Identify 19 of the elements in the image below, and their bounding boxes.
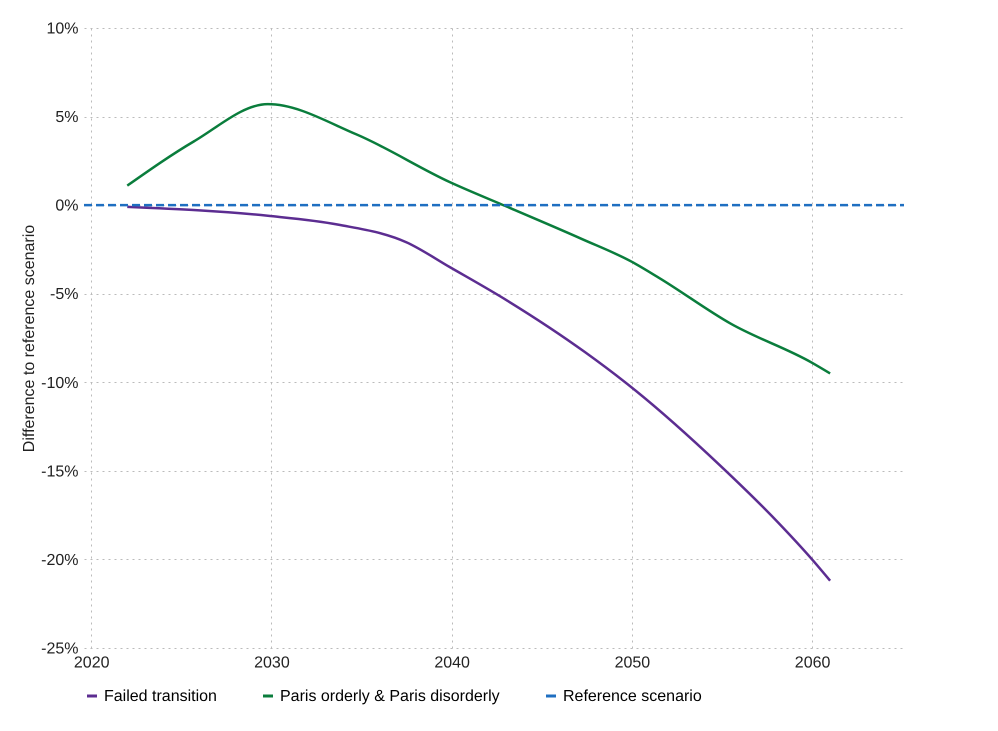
- legend-label: Paris orderly & Paris disorderly: [280, 688, 500, 705]
- y-tick-label: -15%: [41, 463, 78, 480]
- x-tick-label: 2050: [614, 654, 650, 672]
- y-tick-label: 10%: [46, 20, 78, 38]
- y-tick-label: -20%: [41, 552, 78, 569]
- y-axis-title: Difference to reference scenario: [21, 224, 38, 452]
- y-tick-label: 5%: [55, 109, 78, 126]
- x-tick-label: 2020: [74, 654, 110, 672]
- x-tick-label: 2040: [434, 654, 470, 672]
- x-tick-label: 2030: [254, 654, 290, 672]
- legend-label: Failed transition: [104, 688, 217, 705]
- y-tick-label: -25%: [41, 640, 78, 658]
- line-series: [126, 102, 832, 375]
- y-tick-label: 0%: [55, 198, 78, 215]
- line-series: [126, 206, 832, 582]
- y-tick-label: -5%: [50, 286, 78, 304]
- y-tick-label: -10%: [41, 374, 78, 392]
- legend-label: Reference scenario: [563, 688, 702, 705]
- x-tick-label: 2060: [794, 654, 830, 672]
